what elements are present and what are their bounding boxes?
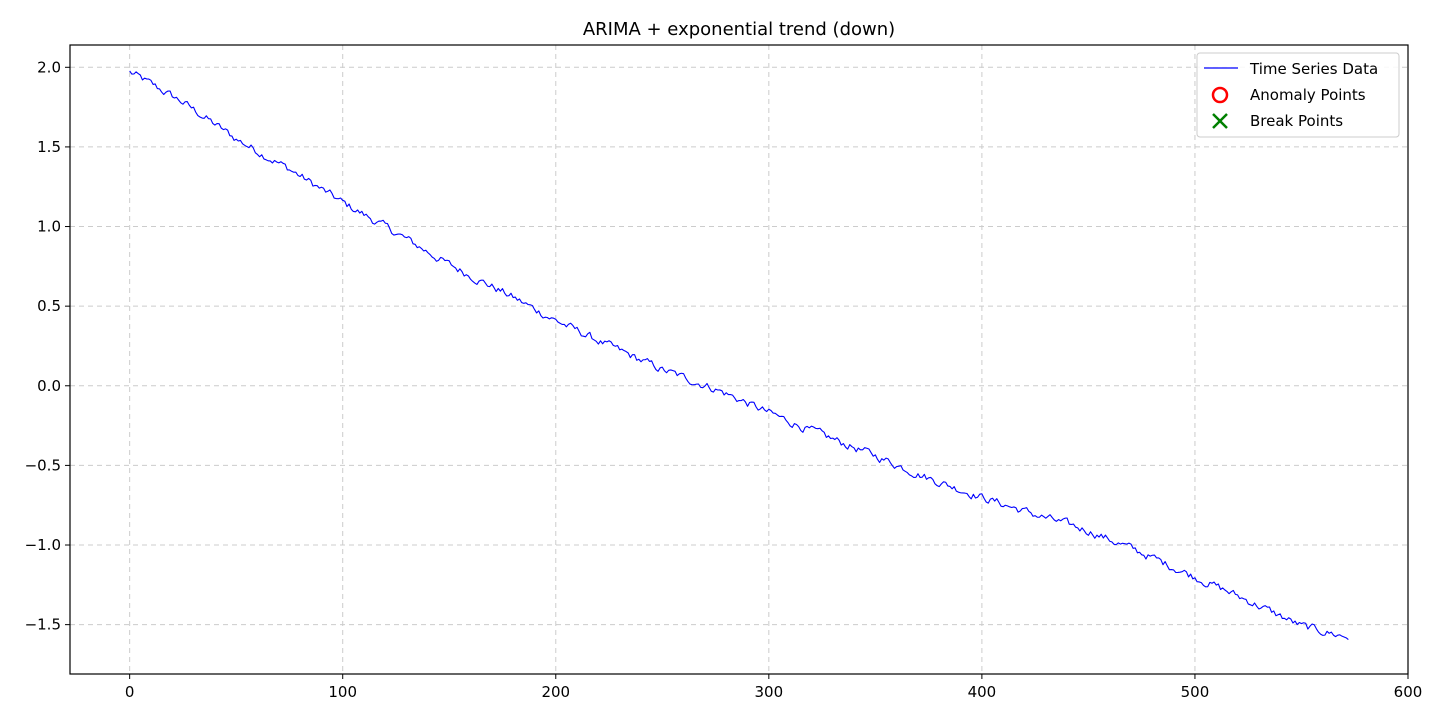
y-tick-label: −1.0 xyxy=(25,536,61,554)
y-tick-label: 2.0 xyxy=(37,58,61,76)
grid xyxy=(70,45,1409,674)
chart-title: ARIMA + exponential trend (down) xyxy=(583,19,895,40)
legend: Time Series Data Anomaly Points Break Po… xyxy=(1196,52,1400,138)
axis-ticks: 0 100 200 300 400 500 600 2.0 1.5 1.0 0.5 0.0 −0.5 −1… xyxy=(25,58,1423,701)
x-tick-label: 0 xyxy=(125,683,135,701)
legend-label-break-points: Break Points xyxy=(1250,112,1343,130)
legend-box xyxy=(1196,52,1400,138)
y-tick-label: 0.5 xyxy=(37,297,61,315)
y-tick-label: −1.5 xyxy=(25,616,61,634)
series-layer xyxy=(129,70,1349,640)
x-tick-label: 100 xyxy=(328,683,357,701)
x-tick-label: 300 xyxy=(755,683,784,701)
x-tick-label: 500 xyxy=(1181,683,1210,701)
plot-frame xyxy=(69,44,1409,675)
series-line-time-series xyxy=(129,70,1349,640)
legend-x-marker xyxy=(1212,113,1228,129)
legend-circle-marker xyxy=(1211,86,1229,104)
y-tick-label: 1.5 xyxy=(37,138,61,156)
x-tick-label: 600 xyxy=(1394,683,1423,701)
legend-label-time-series: Time Series Data xyxy=(1249,60,1378,78)
legend-label-anomaly-points: Anomaly Points xyxy=(1250,86,1366,104)
y-tick-label: −0.5 xyxy=(25,456,61,474)
y-tick-label: 0.0 xyxy=(37,377,61,395)
x-tick-label: 200 xyxy=(541,683,570,701)
x-tick-label: 400 xyxy=(968,683,997,701)
y-tick-label: 1.0 xyxy=(37,218,61,236)
